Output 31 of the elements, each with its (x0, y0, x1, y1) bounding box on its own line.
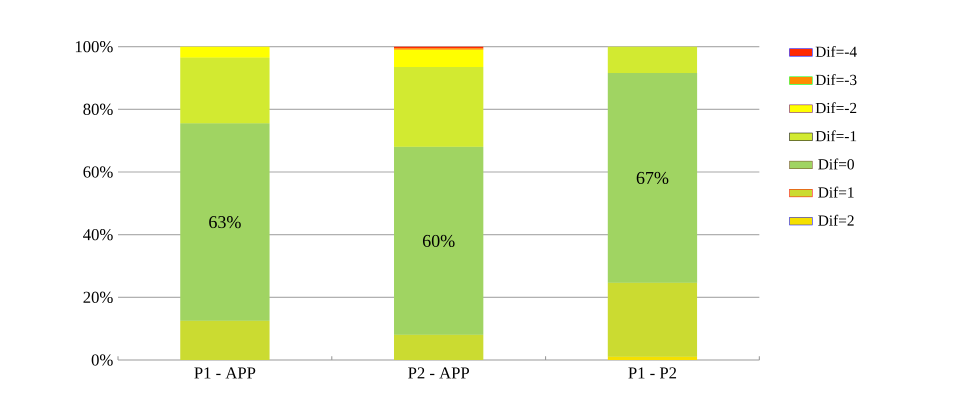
legend-label: Dif=-1 (816, 130, 856, 142)
legend-label: Dif=1 (818, 186, 854, 198)
x-tick-label: P2 - APP (408, 367, 470, 378)
data-label: 63% (209, 216, 241, 228)
bar (394, 50, 484, 68)
legend-label: Dif=-3 (816, 74, 856, 86)
bar (608, 72, 698, 283)
legend-label: Dif=-2 (816, 102, 856, 114)
bar (394, 67, 484, 147)
bar (180, 58, 270, 124)
y-tick-label: 0% (92, 354, 113, 366)
y-tick-label: 40% (83, 229, 113, 240)
bar (180, 320, 270, 360)
data-label: 67% (636, 172, 668, 184)
bar (608, 356, 698, 360)
data-label: 60% (422, 234, 455, 248)
y-tick-label: 80% (83, 104, 113, 115)
legend-label: Dif=-4 (816, 46, 857, 57)
x-tick-label: P1 - APP (194, 367, 256, 378)
bar (180, 123, 270, 321)
bar (180, 46, 270, 58)
bar (394, 146, 484, 335)
y-tick-label: 100% (76, 41, 113, 52)
bar (608, 282, 698, 357)
bar (394, 334, 484, 360)
y-tick-label: 60% (83, 166, 113, 178)
y-tick-label: 20% (83, 292, 113, 303)
legend-label: Dif=2 (818, 214, 854, 226)
bar (608, 46, 698, 73)
x-tick-label: P1 - P2 (628, 367, 676, 378)
legend-label: Dif=0 (818, 158, 854, 170)
